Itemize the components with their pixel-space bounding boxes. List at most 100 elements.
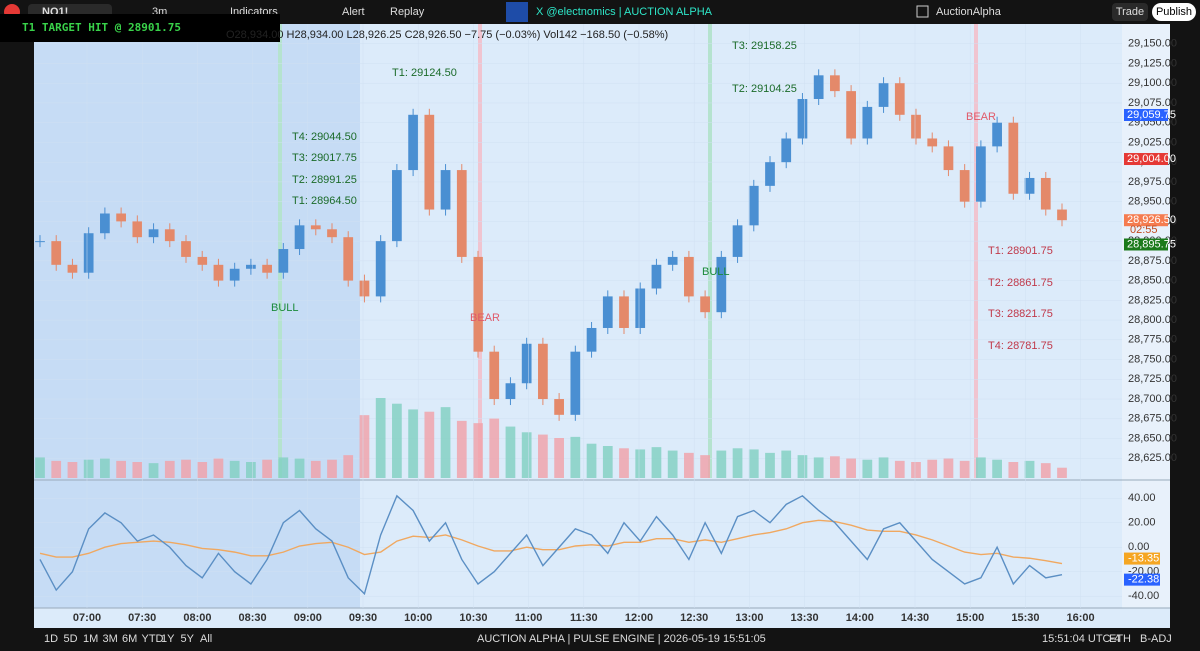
y-tick-label: 28,875.00 — [1128, 255, 1177, 267]
y-tick-label: 28,625.00 — [1128, 452, 1177, 464]
candle — [862, 106, 873, 139]
y-tick-label: 28,825.00 — [1128, 294, 1177, 306]
x-tick-label: 10:30 — [459, 612, 487, 624]
volume-bar — [35, 457, 45, 478]
volume-bar — [1024, 460, 1035, 478]
adjust[interactable]: B-ADJ — [1140, 633, 1172, 645]
brand-icon — [506, 2, 528, 22]
range-button[interactable]: 1M — [83, 633, 98, 645]
countdown: 02:55 — [1130, 224, 1158, 236]
range-button[interactable]: 5Y — [181, 633, 195, 645]
y-tick-label: 28,750.00 — [1128, 353, 1177, 365]
x-tick-label: 15:00 — [956, 612, 984, 624]
volume-bar — [862, 459, 873, 478]
trade[interactable]: Trade — [1116, 6, 1144, 18]
volume-bar — [830, 456, 840, 478]
osc-tag — [1124, 552, 1160, 565]
volume-bar — [1057, 467, 1067, 478]
candle — [976, 146, 986, 202]
x-tick-label: 16:00 — [1067, 612, 1095, 624]
candle — [943, 146, 954, 171]
volume-bar — [116, 460, 126, 478]
publish[interactable]: Publish — [1156, 6, 1192, 18]
y-tick-label: 28,950.00 — [1128, 196, 1177, 208]
volume-bar — [294, 458, 305, 478]
volume-bar — [1040, 463, 1051, 478]
volume-bar — [473, 423, 483, 478]
candle — [586, 327, 597, 352]
layout-name[interactable]: AuctionAlpha — [936, 6, 1002, 18]
candle — [164, 229, 175, 242]
range-button[interactable]: 6M — [122, 633, 137, 645]
volume-bar — [278, 457, 289, 478]
range-button[interactable]: 3M — [103, 633, 118, 645]
candle — [148, 229, 159, 238]
status: AUCTION ALPHA | PULSE ENGINE | 2026-05-1… — [477, 633, 766, 645]
candle — [35, 241, 45, 243]
volume-bar — [538, 434, 548, 478]
y-tick-label: 28,700.00 — [1128, 393, 1177, 405]
price-tag — [1124, 153, 1168, 166]
y-tick-label: 28,650.00 — [1128, 432, 1177, 444]
publish-btn[interactable] — [1152, 3, 1196, 21]
x-tick-label: 13:00 — [735, 612, 763, 624]
candle — [456, 170, 467, 257]
range-button[interactable]: YTD — [142, 633, 164, 645]
candle — [765, 162, 775, 186]
volume-bar — [392, 403, 402, 478]
candle — [538, 343, 548, 400]
price-tag-label: 29,004.00 — [1127, 153, 1176, 165]
volume-bar — [100, 458, 110, 478]
volume-bar — [732, 448, 743, 478]
replay[interactable]: Replay — [390, 6, 425, 18]
alert[interactable]: Alert — [342, 6, 365, 18]
candle — [489, 351, 500, 400]
osc-line — [39, 494, 1063, 596]
volume-bar — [262, 459, 272, 478]
candle — [424, 114, 435, 210]
candle — [911, 114, 921, 139]
trade-btn[interactable] — [1112, 3, 1148, 21]
candle — [1024, 177, 1035, 194]
osc-tag — [1124, 573, 1160, 586]
volume-bar — [813, 457, 824, 478]
volume-bar — [976, 457, 986, 478]
layout-icon — [916, 5, 929, 18]
volume-bar — [505, 426, 516, 478]
volume-bar — [570, 436, 581, 478]
range-button[interactable]: 5D — [64, 633, 78, 645]
candle — [716, 256, 727, 313]
candle — [197, 256, 208, 265]
candle — [505, 383, 516, 400]
y-tick-label: 29,050.00 — [1128, 117, 1177, 129]
candle — [602, 296, 613, 328]
candle — [229, 268, 240, 281]
candle — [51, 241, 62, 265]
range-button[interactable]: 1Y — [161, 633, 175, 645]
candle — [246, 264, 256, 269]
target: T2: 29104.25 — [732, 83, 797, 95]
range-button[interactable]: All — [200, 633, 212, 645]
volume-bar — [310, 460, 321, 478]
candle — [213, 264, 224, 281]
x-tick-label: 15:30 — [1011, 612, 1039, 624]
bear-label: BEAR — [966, 111, 996, 123]
y-tick-label: 29,150.00 — [1128, 38, 1177, 50]
volume-bar — [51, 460, 62, 478]
volume-bar — [927, 459, 938, 478]
volume-bar — [684, 452, 694, 478]
x-tick-label: 13:30 — [791, 612, 819, 624]
volume-bar — [440, 407, 451, 478]
candle — [1008, 122, 1019, 194]
candle — [684, 256, 694, 297]
session[interactable]: ETH — [1109, 633, 1131, 645]
candle — [132, 221, 143, 238]
volume-bar — [132, 462, 143, 478]
candle — [651, 264, 662, 289]
range-button[interactable]: 1D — [44, 633, 58, 645]
candle — [310, 225, 321, 230]
x-tick-label: 09:00 — [294, 612, 322, 624]
volume-bar — [700, 455, 710, 478]
volume-bar — [959, 460, 970, 478]
